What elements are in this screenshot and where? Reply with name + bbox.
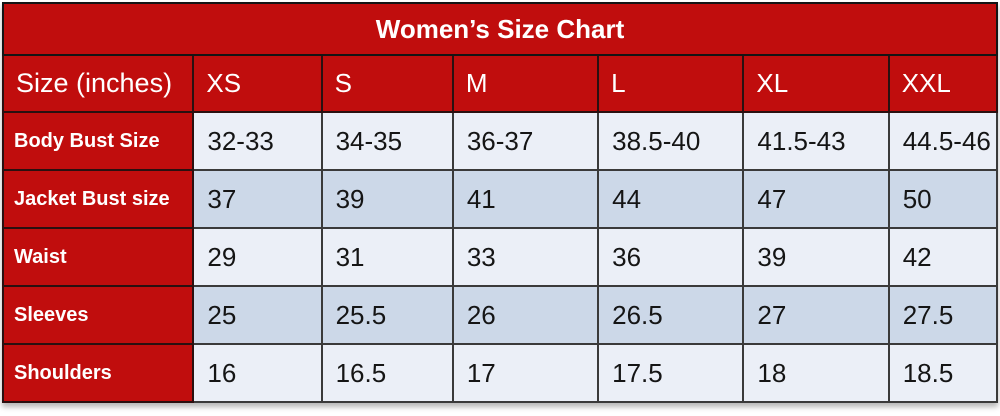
data-cell: 27.5 [887, 285, 999, 345]
data-cell: 25.5 [320, 285, 454, 345]
row-label: Jacket Bust size [1, 169, 195, 229]
data-cell: 39 [742, 227, 890, 287]
row-label: Sleeves [1, 285, 195, 345]
data-cell: 27 [742, 285, 890, 345]
table-row: Sleeves 25 25.5 26 26.5 27 27.5 [1, 285, 999, 345]
data-cell: 37 [192, 169, 323, 229]
data-cell: 44.5-46 [887, 111, 999, 171]
col-header-m: M [451, 54, 600, 113]
title-row: Women’s Size Chart [2, 2, 998, 56]
data-cell: 26 [451, 285, 600, 345]
table-title: Women’s Size Chart [2, 2, 998, 56]
table-row: Shoulders 16 16.5 17 17.5 18 18.5 [1, 343, 999, 403]
data-cell: 38.5-40 [597, 111, 745, 171]
table-body: Body Bust Size 32-33 34-35 36-37 38.5-40 41.5… [1, 111, 999, 403]
data-cell: 17 [451, 343, 600, 403]
size-chart-container: Women’s Size Chart Size (inches) XS S M L XL X… [1, 2, 999, 403]
data-cell: 42 [887, 227, 999, 287]
data-cell: 17.5 [597, 343, 745, 403]
data-cell: 16 [192, 343, 323, 403]
col-header-size-inches: Size (inches) [1, 54, 195, 113]
table-row: Waist 29 31 33 36 39 42 [1, 227, 999, 287]
data-cell: 41 [451, 169, 600, 229]
data-cell: 36 [597, 227, 745, 287]
data-cell: 26.5 [597, 285, 745, 345]
data-cell: 33 [451, 227, 600, 287]
col-header-xxl: XXL [887, 54, 999, 113]
data-cell: 34-35 [320, 111, 454, 171]
data-cell: 39 [320, 169, 454, 229]
col-header-s: S [320, 54, 454, 113]
data-cell: 29 [192, 227, 323, 287]
col-header-xl: XL [742, 54, 890, 113]
row-label: Shoulders [1, 343, 195, 403]
row-label: Waist [1, 227, 195, 287]
data-cell: 16.5 [320, 343, 454, 403]
col-header-l: L [597, 54, 745, 113]
header-row: Size (inches) XS S M L XL XXL [1, 54, 999, 113]
data-cell: 25 [192, 285, 323, 345]
data-cell: 31 [320, 227, 454, 287]
table-row: Body Bust Size 32-33 34-35 36-37 38.5-40 41.5… [1, 111, 999, 171]
data-cell: 18.5 [887, 343, 999, 403]
row-label: Body Bust Size [1, 111, 195, 171]
col-header-xs: XS [192, 54, 323, 113]
data-cell: 44 [597, 169, 745, 229]
data-cell: 41.5-43 [742, 111, 890, 171]
data-cell: 47 [742, 169, 890, 229]
womens-size-chart-table: Women’s Size Chart Size (inches) XS S M L XL X… [1, 2, 999, 403]
data-cell: 36-37 [451, 111, 600, 171]
data-cell: 32-33 [192, 111, 323, 171]
data-cell: 18 [742, 343, 890, 403]
data-cell: 50 [887, 169, 999, 229]
table-row: Jacket Bust size 37 39 41 44 47 50 [1, 169, 999, 229]
